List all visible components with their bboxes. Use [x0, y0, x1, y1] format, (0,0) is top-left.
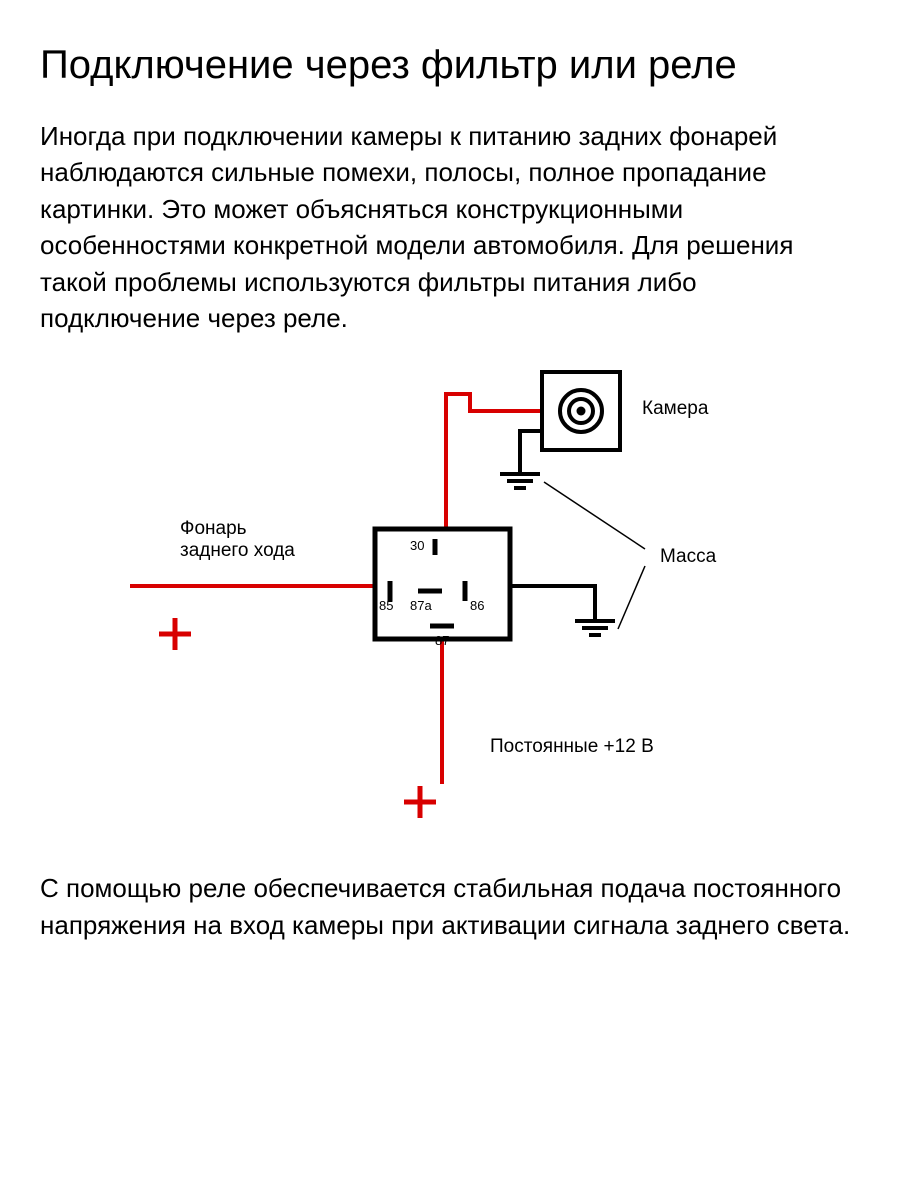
svg-text:Постоянные +12 В: Постоянные +12 В	[490, 736, 654, 757]
diagram-svg: 30 85 86 87 87a Камера Фонарьзаднего хода Масса…	[90, 364, 810, 834]
wiring-diagram: 30 85 86 87 87a Камера Фонарьзаднего хода Масса…	[40, 364, 860, 834]
svg-text:87: 87	[435, 633, 449, 648]
svg-text:Масса: Масса	[660, 546, 717, 567]
svg-text:87a: 87a	[410, 598, 432, 613]
svg-text:Камера: Камера	[642, 398, 709, 419]
svg-text:30: 30	[410, 538, 424, 553]
svg-text:заднего хода: заднего хода	[180, 540, 295, 561]
page-title: Подключение через фильтр или реле	[40, 40, 860, 90]
svg-text:86: 86	[470, 598, 484, 613]
svg-text:85: 85	[379, 598, 393, 613]
svg-text:Фонарь: Фонарь	[180, 518, 247, 539]
intro-paragraph: Иногда при подключении камеры к питанию …	[40, 118, 860, 336]
outro-paragraph: С помощью реле обеспечивается стабильная…	[40, 870, 860, 943]
